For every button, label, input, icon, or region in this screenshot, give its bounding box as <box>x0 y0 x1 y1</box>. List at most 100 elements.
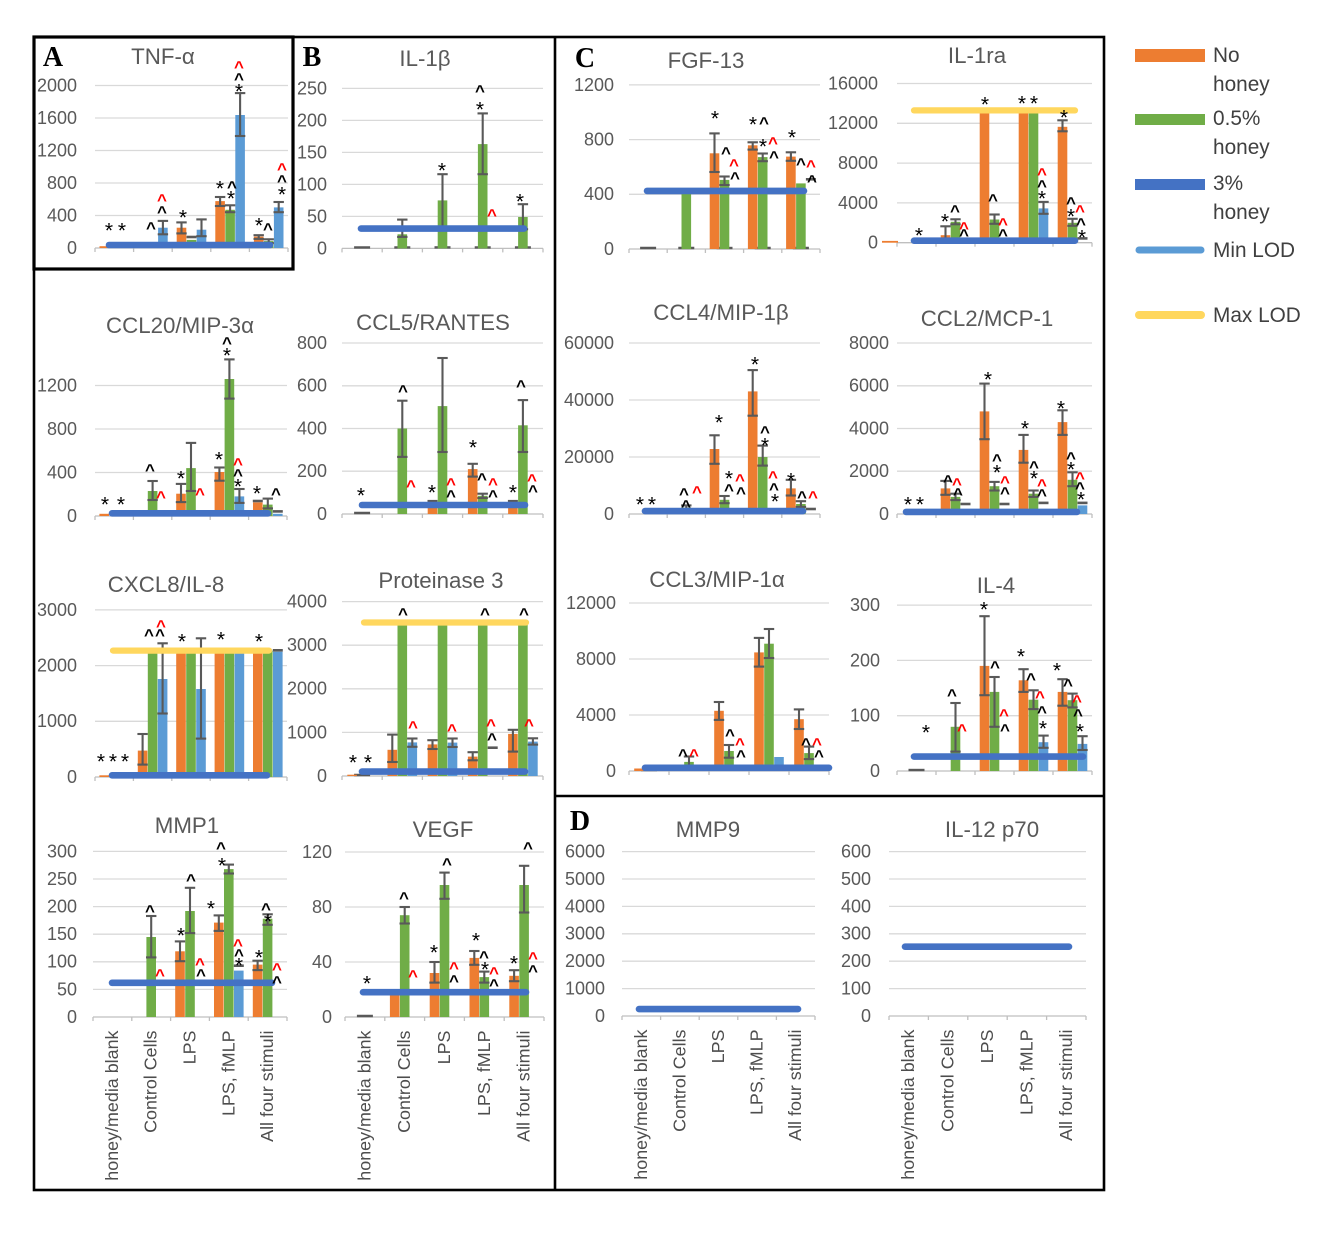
svg-text:*: * <box>1077 489 1085 512</box>
svg-text:^: ^ <box>233 936 243 955</box>
svg-text:IL-12 p70: IL-12 p70 <box>945 817 1039 842</box>
svg-text:^: ^ <box>233 455 243 474</box>
svg-text:*: * <box>759 136 767 159</box>
svg-text:^: ^ <box>216 839 226 858</box>
svg-text:0: 0 <box>317 766 327 786</box>
svg-text:Control Cells: Control Cells <box>669 1029 689 1131</box>
svg-text:*: * <box>1060 107 1068 130</box>
svg-text:^: ^ <box>406 477 416 496</box>
svg-text:*: * <box>715 412 723 435</box>
svg-text:^: ^ <box>442 855 452 874</box>
svg-text:4000: 4000 <box>838 193 878 213</box>
svg-text:^: ^ <box>524 716 534 735</box>
svg-text:100: 100 <box>841 979 871 999</box>
svg-text:0: 0 <box>67 238 77 258</box>
svg-text:honey/media blank: honey/media blank <box>898 1029 918 1179</box>
svg-text:8000: 8000 <box>838 153 878 173</box>
svg-text:*: * <box>217 629 225 652</box>
svg-text:^: ^ <box>943 472 953 491</box>
svg-text:^: ^ <box>1075 469 1085 488</box>
svg-text:^: ^ <box>277 160 287 179</box>
svg-text:IL-4: IL-4 <box>977 573 1015 598</box>
svg-text:All four stimuli: All four stimuli <box>257 1031 277 1142</box>
svg-text:*: * <box>234 476 242 499</box>
svg-text:500: 500 <box>841 869 871 889</box>
svg-text:^: ^ <box>1029 458 1039 477</box>
svg-text:*: * <box>472 930 480 953</box>
svg-text:400: 400 <box>841 896 871 916</box>
svg-text:^: ^ <box>724 481 734 500</box>
svg-text:^: ^ <box>196 966 206 985</box>
svg-text:*: * <box>749 114 757 137</box>
svg-text:60000: 60000 <box>564 333 614 353</box>
svg-text:honey: honey <box>1213 73 1270 96</box>
svg-text:1200: 1200 <box>37 140 77 160</box>
svg-text:^: ^ <box>145 461 155 480</box>
svg-text:TNF-α: TNF-α <box>131 44 195 69</box>
svg-text:^: ^ <box>681 497 691 516</box>
svg-text:^: ^ <box>489 976 499 995</box>
svg-text:^: ^ <box>760 423 770 442</box>
svg-text:^: ^ <box>186 871 196 890</box>
svg-text:^: ^ <box>234 946 244 965</box>
svg-text:^: ^ <box>157 203 167 222</box>
svg-text:*: * <box>216 178 224 201</box>
svg-text:0: 0 <box>861 1006 871 1026</box>
svg-text:400: 400 <box>47 205 77 225</box>
svg-text:^: ^ <box>947 686 957 705</box>
svg-text:8000: 8000 <box>849 333 889 353</box>
svg-text:^: ^ <box>446 487 456 506</box>
svg-text:Min LOD: Min LOD <box>1213 239 1295 262</box>
svg-text:^: ^ <box>261 900 271 919</box>
svg-text:*: * <box>357 485 365 508</box>
svg-text:*: * <box>788 127 796 150</box>
svg-text:^: ^ <box>263 220 273 239</box>
svg-text:*: * <box>1030 468 1038 491</box>
svg-text:^: ^ <box>990 658 1000 677</box>
svg-text:400: 400 <box>297 418 327 438</box>
svg-text:*: * <box>516 191 524 214</box>
svg-text:CXCL8/IL-8: CXCL8/IL-8 <box>108 572 225 597</box>
svg-text:*: * <box>916 494 924 517</box>
svg-text:*: * <box>363 973 371 996</box>
svg-text:40: 40 <box>312 952 332 972</box>
svg-text:LPS: LPS <box>434 1030 454 1064</box>
svg-text:*: * <box>711 108 719 131</box>
svg-text:*: * <box>1018 93 1026 116</box>
svg-text:^: ^ <box>449 972 459 991</box>
svg-text:CCL5/RANTES: CCL5/RANTES <box>356 310 510 335</box>
svg-text:400: 400 <box>584 184 614 204</box>
svg-text:All four stimuli: All four stimuli <box>514 1031 534 1142</box>
svg-text:*: * <box>915 225 923 248</box>
svg-text:A: A <box>43 42 64 73</box>
svg-text:^: ^ <box>1075 479 1085 498</box>
svg-text:*: * <box>1039 718 1047 741</box>
svg-text:40000: 40000 <box>564 390 614 410</box>
svg-text:^: ^ <box>475 82 485 101</box>
svg-text:*: * <box>235 81 243 104</box>
svg-text:All four stimuli: All four stimuli <box>785 1030 805 1141</box>
svg-text:FGF-13: FGF-13 <box>668 48 745 73</box>
svg-text:5000: 5000 <box>565 869 605 889</box>
svg-text:1000: 1000 <box>565 979 605 999</box>
svg-text:0: 0 <box>317 238 327 258</box>
svg-text:^: ^ <box>808 488 818 507</box>
svg-text:CCL4/MIP-1β: CCL4/MIP-1β <box>653 300 789 325</box>
svg-text:*: * <box>109 751 117 774</box>
svg-text:^: ^ <box>801 735 811 754</box>
svg-text:^: ^ <box>528 962 538 981</box>
svg-text:*: * <box>1021 418 1029 441</box>
svg-text:^: ^ <box>1076 215 1086 234</box>
svg-text:*: * <box>1017 646 1025 669</box>
svg-text:C: C <box>575 43 595 74</box>
svg-text:^: ^ <box>735 471 745 490</box>
svg-text:*: * <box>349 752 357 775</box>
svg-text:^: ^ <box>959 226 969 245</box>
svg-text:honey/media blank: honey/media blank <box>354 1030 374 1180</box>
svg-text:^: ^ <box>146 219 156 238</box>
svg-text:Control Cells: Control Cells <box>394 1030 414 1132</box>
svg-text:100: 100 <box>297 174 327 194</box>
svg-text:^: ^ <box>1000 484 1010 503</box>
svg-text:3000: 3000 <box>287 635 327 655</box>
svg-text:*: * <box>121 751 129 774</box>
